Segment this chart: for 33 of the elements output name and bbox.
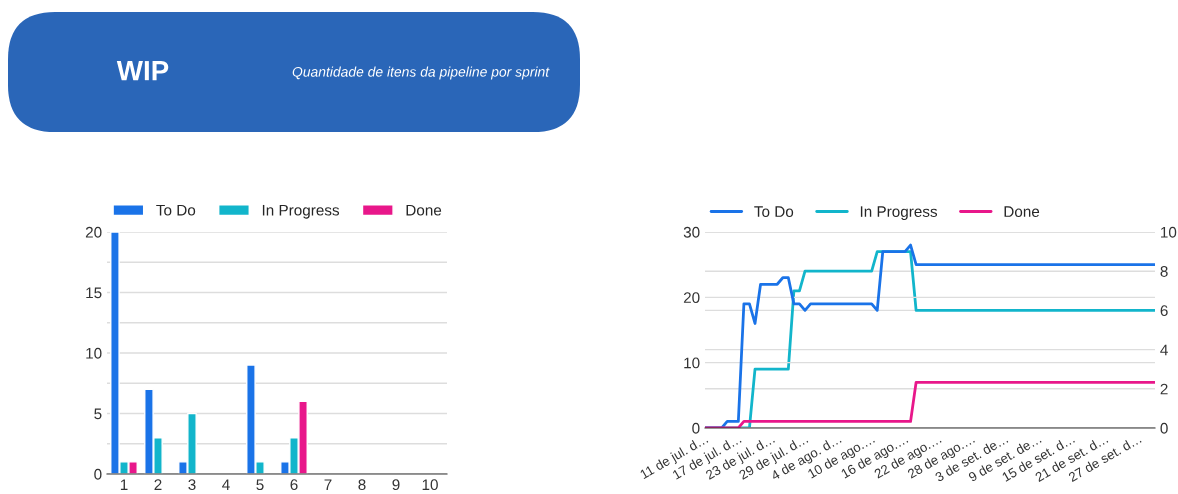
legend-label: In Progress <box>262 204 340 219</box>
y2-tick-label: 8 <box>1160 266 1168 277</box>
y-tick-label: 20 <box>85 226 102 238</box>
y-tick-label: 10 <box>684 357 700 369</box>
x-tick-label: 1 <box>120 479 128 490</box>
chart-subtitle: Quantidade de itens da pipeline por sprint <box>292 66 550 80</box>
y2-tick-label: 4 <box>1160 344 1168 356</box>
y-tick-label: 0 <box>692 422 700 434</box>
y2-tick-label: 6 <box>1160 305 1168 317</box>
x-tick-label: 3 <box>188 479 196 491</box>
y2-tick-label: 0 <box>1160 422 1168 434</box>
y2-tick-label: 2 <box>1160 383 1168 395</box>
legend-label: Done <box>406 204 442 216</box>
legend-label: In Progress <box>860 206 938 221</box>
x-tick-label: 7 <box>324 479 332 490</box>
y2-tick-label: 10 <box>1161 226 1177 238</box>
legend-label: To Do <box>156 204 196 216</box>
x-tick-label: 10 <box>422 479 438 491</box>
x-tick-label: 8 <box>358 479 366 491</box>
y-tick-label: 20 <box>683 292 700 304</box>
y-tick-label: 0 <box>94 468 102 480</box>
y-tick-label: 15 <box>86 287 102 299</box>
y-tick-label: 30 <box>683 226 700 238</box>
chart-title: WIP <box>116 61 169 81</box>
legend-label: Done <box>1004 206 1040 217</box>
y-tick-label: 10 <box>86 347 102 359</box>
x-tick-label: 9 <box>392 479 400 491</box>
y-tick-label: 5 <box>94 408 102 420</box>
x-tick-label: 5 <box>256 479 264 491</box>
x-tick-label: 4 <box>222 479 230 490</box>
legend-label: To Do <box>754 206 794 217</box>
x-tick-label: 6 <box>290 479 298 491</box>
x-tick-label: 2 <box>154 479 162 490</box>
